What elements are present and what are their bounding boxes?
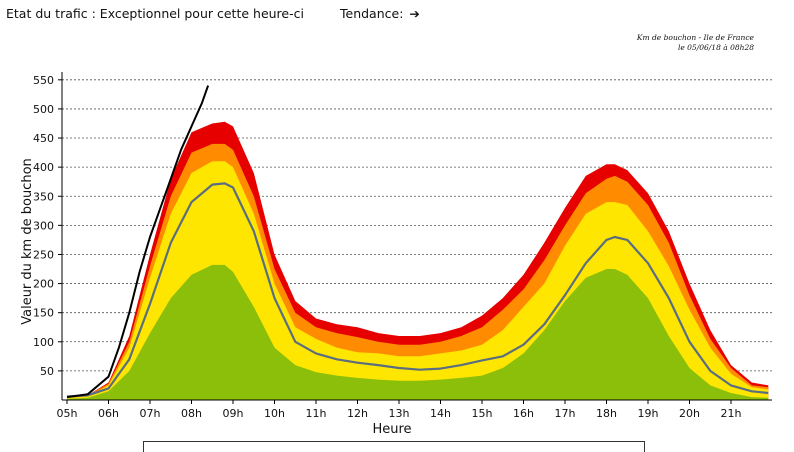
trend-label: Tendance: [340, 6, 404, 21]
y-tick-label: 300 [33, 219, 54, 232]
x-tick-label: 08h [181, 407, 202, 420]
y-tick-label: 350 [33, 190, 54, 203]
y-tick-label: 100 [33, 336, 54, 349]
traffic-status-label: Etat du trafic [6, 6, 88, 21]
x-tick-label: 07h [140, 407, 161, 420]
y-tick-label: 250 [33, 248, 54, 261]
x-axis-title: Heure [372, 422, 411, 437]
y-tick-label: 550 [33, 74, 54, 87]
y-tick-label: 500 [33, 103, 54, 116]
traffic-status-value: Exceptionnel pour cette heure-ci [99, 6, 304, 21]
y-tick-label: 150 [33, 307, 54, 320]
y-tick-label: 400 [33, 161, 54, 174]
y-axis-title: Valeur du km de bouchon [20, 158, 35, 325]
x-axis-ticks: 05h 06h 07h 08h 09h 10h 11h 12h 13h 14h 15h 16h 17h 1… [57, 407, 742, 420]
x-tick-label: 15h [472, 407, 493, 420]
area-band-4 [67, 264, 769, 400]
chart-caption: Km de bouchon - Ile de France le 05/06/1… [637, 33, 754, 53]
chart-lines [66, 85, 769, 399]
x-tick-label: 19h [638, 407, 659, 420]
chart-axes [58, 72, 772, 404]
chart-caption-date: le 05/06/18 à 08h28 [677, 43, 754, 52]
chart-caption-title: Km de bouchon - Ile de France [636, 33, 754, 42]
y-axis-ticks: 50 100 150 200 250 300 350 400 450 500 550 [33, 74, 54, 378]
x-tick-label: 14h [430, 407, 451, 420]
arrow-right-icon: ➔ [409, 6, 420, 21]
x-tick-label: 20h [679, 407, 700, 420]
x-tick-label: 09h [223, 407, 244, 420]
series-line-2 [66, 85, 210, 399]
x-tick-label: 11h [306, 407, 327, 420]
trend: Tendance: ➔ [340, 6, 420, 21]
x-tick-label: 17h [555, 407, 576, 420]
x-tick-label: 12h [347, 407, 368, 420]
x-tick-label: 13h [389, 407, 410, 420]
series-line-1 [66, 182, 769, 398]
traffic-status: Etat du trafic : Exceptionnel pour cette… [6, 6, 304, 21]
y-tick-label: 200 [33, 278, 54, 291]
y-tick-label: 50 [40, 365, 54, 378]
chart-areas [67, 121, 769, 400]
x-tick-label: 06h [98, 407, 119, 420]
x-tick-label: 05h [57, 407, 78, 420]
x-tick-label: 18h [596, 407, 617, 420]
x-tick-label: 16h [513, 407, 534, 420]
x-tick-label: 21h [721, 407, 742, 420]
y-tick-label: 450 [33, 132, 54, 145]
x-tick-label: 10h [264, 407, 285, 420]
